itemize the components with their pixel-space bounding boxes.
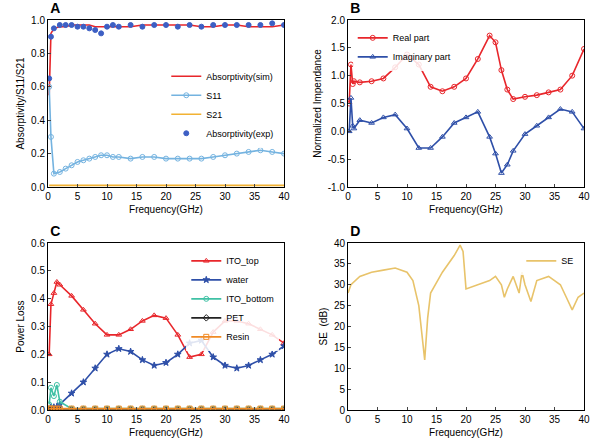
svg-text:30: 30	[219, 414, 231, 425]
svg-text:0: 0	[45, 414, 51, 425]
svg-text:15: 15	[131, 191, 143, 202]
svg-text:0.5: 0.5	[331, 98, 345, 109]
svg-text:30: 30	[334, 279, 346, 290]
svg-text:Resin: Resin	[226, 332, 249, 342]
svg-text:1.0: 1.0	[331, 70, 345, 81]
svg-text:Frequency(GHz): Frequency(GHz)	[129, 427, 203, 438]
svg-text:A: A	[50, 0, 60, 16]
svg-text:1.5: 1.5	[331, 42, 345, 53]
svg-text:40: 40	[578, 191, 590, 202]
svg-text:40: 40	[578, 414, 590, 425]
svg-text:15: 15	[431, 191, 443, 202]
svg-text:25: 25	[190, 414, 202, 425]
svg-text:1.0: 1.0	[31, 15, 45, 26]
svg-text:5: 5	[375, 414, 381, 425]
svg-text:35: 35	[249, 414, 261, 425]
svg-text:D: D	[350, 223, 360, 239]
svg-text:Real part: Real part	[393, 33, 430, 43]
svg-text:30: 30	[519, 191, 531, 202]
svg-text:15: 15	[334, 342, 346, 353]
svg-text:20: 20	[460, 414, 472, 425]
svg-text:C: C	[50, 223, 60, 239]
svg-text:SE (dB): SE (dB)	[318, 308, 329, 346]
svg-text:0.0: 0.0	[331, 126, 345, 137]
svg-text:20: 20	[160, 191, 172, 202]
svg-text:Absorptivity/S11/S21: Absorptivity/S11/S21	[15, 57, 26, 150]
svg-text:5: 5	[375, 191, 381, 202]
svg-text:0.4: 0.4	[31, 293, 45, 304]
svg-text:10: 10	[401, 191, 413, 202]
svg-text:0.0: 0.0	[31, 182, 45, 193]
svg-text:5: 5	[75, 414, 81, 425]
svg-text:-0.5: -0.5	[328, 154, 346, 165]
svg-text:Frequency(GHz): Frequency(GHz)	[429, 427, 503, 438]
svg-text:15: 15	[431, 414, 443, 425]
svg-text:0: 0	[345, 414, 351, 425]
svg-text:2.0: 2.0	[331, 15, 345, 26]
svg-text:10: 10	[334, 363, 346, 374]
svg-text:0.2: 0.2	[31, 349, 45, 360]
svg-text:Normalized Impendance: Normalized Impendance	[312, 49, 323, 158]
svg-text:40: 40	[278, 191, 290, 202]
svg-text:0: 0	[45, 191, 51, 202]
svg-text:30: 30	[219, 191, 231, 202]
svg-text:40: 40	[334, 238, 346, 249]
svg-text:ITO_top: ITO_top	[226, 256, 258, 266]
svg-text:35: 35	[549, 191, 561, 202]
svg-text:ITO_bottom: ITO_bottom	[226, 294, 273, 304]
svg-text:0.8: 0.8	[31, 48, 45, 59]
svg-text:Frequency(GHz): Frequency(GHz)	[429, 204, 503, 215]
svg-text:25: 25	[334, 300, 346, 311]
svg-text:SE: SE	[561, 256, 573, 266]
svg-text:Absorptivity(sim): Absorptivity(sim)	[206, 72, 273, 82]
svg-text:40: 40	[278, 414, 290, 425]
svg-text:20: 20	[460, 191, 472, 202]
svg-text:0.3: 0.3	[31, 321, 45, 332]
svg-text:5: 5	[339, 384, 345, 395]
svg-text:PET: PET	[226, 313, 244, 323]
svg-text:-1.0: -1.0	[328, 182, 346, 193]
svg-text:B: B	[350, 0, 360, 16]
svg-text:35: 35	[249, 191, 261, 202]
svg-text:25: 25	[490, 414, 502, 425]
svg-text:5: 5	[75, 191, 81, 202]
svg-text:S21: S21	[206, 110, 222, 120]
svg-text:20: 20	[160, 414, 172, 425]
svg-text:Absorptivity(exp): Absorptivity(exp)	[206, 129, 273, 139]
svg-text:0.4: 0.4	[31, 115, 45, 126]
svg-text:0.6: 0.6	[31, 238, 45, 249]
svg-text:25: 25	[490, 191, 502, 202]
svg-text:Power Loss: Power Loss	[15, 300, 26, 352]
svg-text:0.1: 0.1	[31, 377, 45, 388]
svg-text:35: 35	[334, 258, 346, 269]
svg-text:10: 10	[101, 414, 113, 425]
svg-text:10: 10	[101, 191, 113, 202]
svg-text:10: 10	[401, 414, 413, 425]
svg-text:water: water	[225, 275, 248, 285]
svg-text:0.0: 0.0	[31, 405, 45, 416]
svg-text:0: 0	[345, 191, 351, 202]
svg-text:Frequency(GHz): Frequency(GHz)	[129, 204, 203, 215]
svg-text:20: 20	[334, 321, 346, 332]
svg-text:0.5: 0.5	[31, 265, 45, 276]
svg-text:S11: S11	[206, 91, 221, 101]
svg-text:25: 25	[190, 191, 202, 202]
svg-text:35: 35	[549, 414, 561, 425]
svg-text:15: 15	[131, 414, 143, 425]
svg-text:30: 30	[519, 414, 531, 425]
svg-text:0: 0	[339, 405, 345, 416]
svg-text:0.2: 0.2	[31, 148, 45, 159]
svg-text:Imaginary part: Imaginary part	[393, 52, 451, 62]
svg-text:0.6: 0.6	[31, 81, 45, 92]
